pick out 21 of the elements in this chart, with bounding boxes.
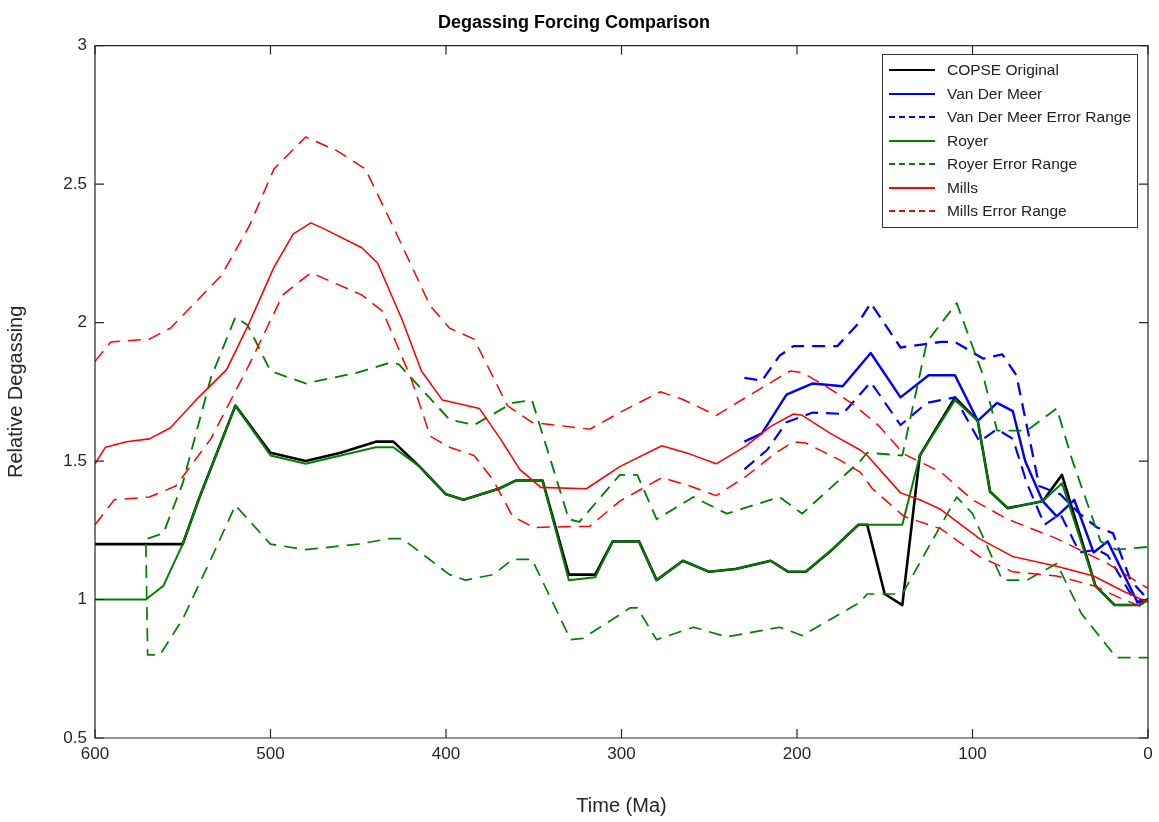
- x-tick-label: 0: [1143, 743, 1153, 763]
- legend-label: Van Der Meer Error Range: [946, 108, 1131, 127]
- x-tick-label: 300: [607, 743, 636, 763]
- y-tick-label: 1: [77, 589, 87, 609]
- x-tick-label: 200: [782, 743, 812, 763]
- x-tick-label: 500: [256, 743, 285, 763]
- y-tick-label: 1.5: [63, 450, 87, 470]
- legend-label: Royer: [946, 131, 989, 150]
- legend-label: COPSE Original: [946, 61, 1059, 80]
- x-tick-label: 400: [431, 743, 461, 763]
- x-tick-label: 100: [958, 743, 987, 763]
- chart-title: Degassing Forcing Comparison: [437, 11, 711, 32]
- legend-label: Royer Error Range: [946, 155, 1078, 174]
- legend-label: Mills: [946, 178, 978, 197]
- y-tick-label: 2.5: [63, 173, 87, 193]
- x-axis-title: Time (Ma): [576, 793, 667, 816]
- legend-label: Van Der Meer: [946, 84, 1043, 103]
- y-tick-label: 2: [77, 312, 87, 332]
- y-tick-label: 3: [77, 35, 87, 55]
- legend-label: Mills Error Range: [946, 202, 1067, 221]
- y-axis-title: Relative Degassing: [3, 305, 26, 478]
